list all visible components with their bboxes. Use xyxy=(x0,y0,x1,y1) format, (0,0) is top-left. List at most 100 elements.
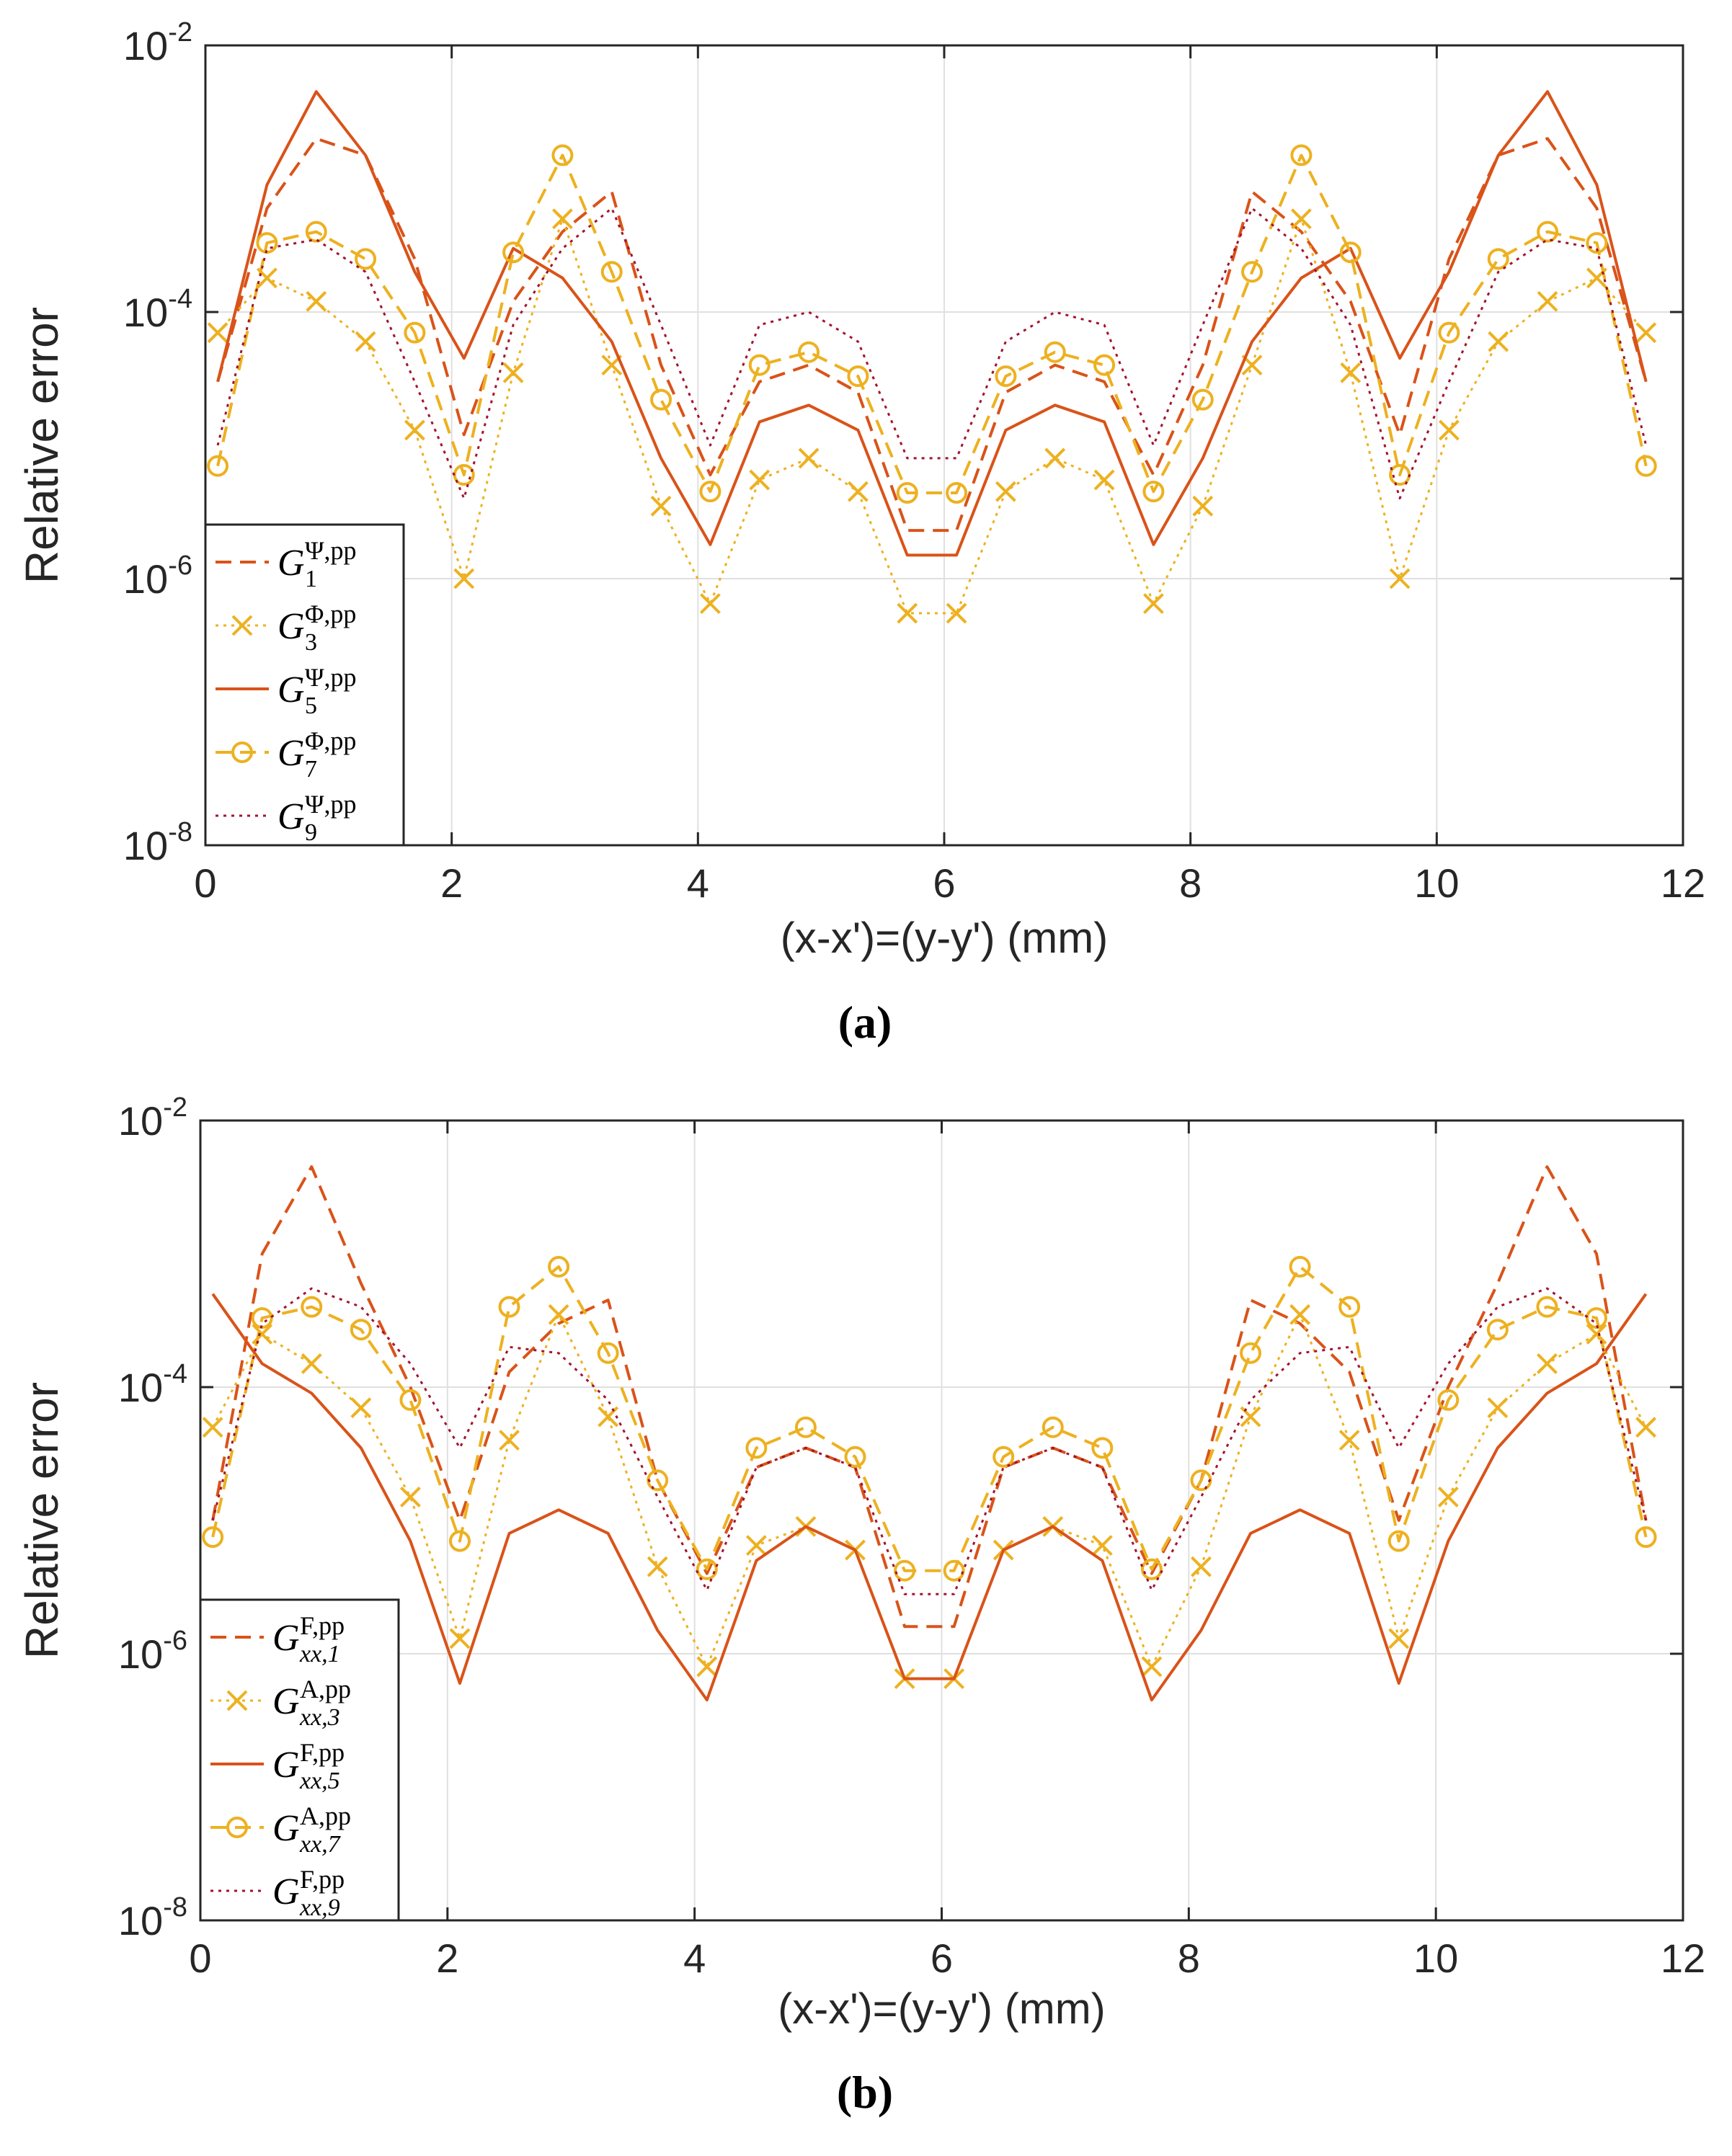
data-point-cross xyxy=(202,1417,223,1438)
data-point-cross xyxy=(1143,593,1164,615)
data-point-circle xyxy=(404,321,426,344)
data-point-cross xyxy=(1635,322,1657,344)
legend-subscript: xx,1 xyxy=(299,1641,340,1667)
data-point-cross xyxy=(1635,1417,1656,1438)
data-point-cross xyxy=(399,1487,421,1507)
x-tick-label: 12 xyxy=(1661,1936,1705,1981)
data-point-circle xyxy=(600,261,623,283)
data-point-cross xyxy=(700,593,721,615)
x-tick-label: 10 xyxy=(1414,860,1459,906)
data-point-circle xyxy=(1042,1416,1064,1438)
x-axis-label: (x-x')=(y-y') (mm) xyxy=(781,914,1108,962)
y-tick-base: 10 xyxy=(118,1631,163,1677)
data-point-cross xyxy=(404,419,425,441)
data-point-circle xyxy=(1339,241,1362,264)
data-point-circle xyxy=(1044,341,1066,363)
data-point-cross xyxy=(598,1406,619,1427)
data-point-circle xyxy=(943,1559,965,1582)
series-group xyxy=(202,1165,1657,1702)
data-point-cross xyxy=(449,1628,471,1649)
data-point-circle xyxy=(1486,1319,1509,1341)
y-tick-label: 10-6 xyxy=(118,1626,187,1677)
y-axis-label: Relative error xyxy=(16,307,68,584)
data-point-circle xyxy=(207,455,229,477)
legend-superscript: Φ,pp xyxy=(305,726,356,755)
series-line-5 xyxy=(211,1287,1648,1595)
data-point-cross xyxy=(1488,331,1509,352)
x-tick-label: 2 xyxy=(436,1936,458,1981)
data-point-circle xyxy=(896,481,918,504)
legend-superscript: A,pp xyxy=(300,1801,351,1830)
legend-superscript: F,pp xyxy=(300,1611,345,1640)
data-point-circle xyxy=(696,1558,718,1580)
y-tick-base: 10 xyxy=(123,290,168,335)
data-point-cross xyxy=(946,602,967,624)
series-group xyxy=(207,90,1657,624)
legend-marker-cross xyxy=(231,615,253,636)
data-point-cross xyxy=(749,469,770,491)
data-point-circle xyxy=(399,1389,422,1411)
data-point-cross xyxy=(1537,290,1558,312)
legend-superscript: F,pp xyxy=(300,1738,345,1767)
data-point-cross xyxy=(1044,447,1066,469)
legend-marker-cross xyxy=(226,1690,248,1711)
legend-symbol: G xyxy=(272,1808,300,1849)
data-point-cross xyxy=(1240,1406,1261,1427)
legend-subscript: 5 xyxy=(305,692,317,719)
legend-subscript: xx,7 xyxy=(299,1831,342,1858)
data-point-circle xyxy=(305,220,327,243)
data-point-circle xyxy=(202,1526,224,1549)
data-point-cross xyxy=(1141,1656,1163,1678)
data-point-cross xyxy=(1439,419,1460,441)
y-tick-exponent: -8 xyxy=(163,1892,187,1923)
data-point-circle xyxy=(448,1530,471,1552)
data-point-circle xyxy=(748,354,770,376)
x-tick-label: 4 xyxy=(683,1936,706,1981)
y-tick-exponent: -4 xyxy=(163,1359,187,1389)
data-point-cross xyxy=(1388,1628,1410,1649)
data-point-circle xyxy=(551,144,574,166)
data-point-circle xyxy=(1635,455,1657,477)
data-point-circle xyxy=(894,1559,916,1582)
y-tick-label: 10-2 xyxy=(123,17,192,68)
data-point-circle xyxy=(794,1416,817,1438)
data-point-circle xyxy=(355,248,377,270)
data-point-circle xyxy=(844,1446,866,1468)
data-point-cross xyxy=(1338,1430,1360,1451)
data-point-cross xyxy=(696,1656,718,1678)
data-point-circle xyxy=(350,1319,372,1341)
data-point-cross xyxy=(1437,1487,1459,1507)
data-point-cross xyxy=(745,1535,767,1556)
data-point-circle xyxy=(1142,481,1165,503)
data-point-cross xyxy=(350,1397,372,1419)
y-tick-exponent: -2 xyxy=(168,17,192,48)
data-point-cross xyxy=(798,447,820,469)
data-point-cross xyxy=(1192,495,1214,517)
data-point-circle xyxy=(502,241,525,264)
y-tick-exponent: -4 xyxy=(168,284,192,314)
legend-subscript: 7 xyxy=(305,756,317,783)
legend-symbol: G xyxy=(277,796,305,837)
data-point-cross xyxy=(1340,362,1362,383)
legend-superscript: Φ,pp xyxy=(305,600,356,628)
y-tick-label: 10-8 xyxy=(118,1892,187,1943)
data-point-circle xyxy=(597,1342,619,1364)
legend-marker-circle xyxy=(226,1817,248,1838)
x-tick-label: 4 xyxy=(687,860,709,906)
data-point-circle xyxy=(1093,354,1116,376)
legend-subscript: 9 xyxy=(305,819,317,846)
data-point-cross xyxy=(1091,1535,1113,1556)
data-point-cross xyxy=(1093,469,1115,491)
y-tick-label: 10-8 xyxy=(123,817,192,868)
data-point-cross xyxy=(1289,1304,1311,1325)
x-tick-label: 8 xyxy=(1178,1936,1200,1981)
x-tick-label: 6 xyxy=(931,1936,953,1981)
x-tick-label: 2 xyxy=(440,860,463,906)
data-point-circle xyxy=(798,341,820,363)
legend-symbol: G xyxy=(277,606,305,647)
data-point-cross xyxy=(552,208,573,230)
data-point-cross xyxy=(502,362,524,383)
data-point-circle xyxy=(847,365,869,388)
subplot-label: (a) xyxy=(838,997,892,1048)
